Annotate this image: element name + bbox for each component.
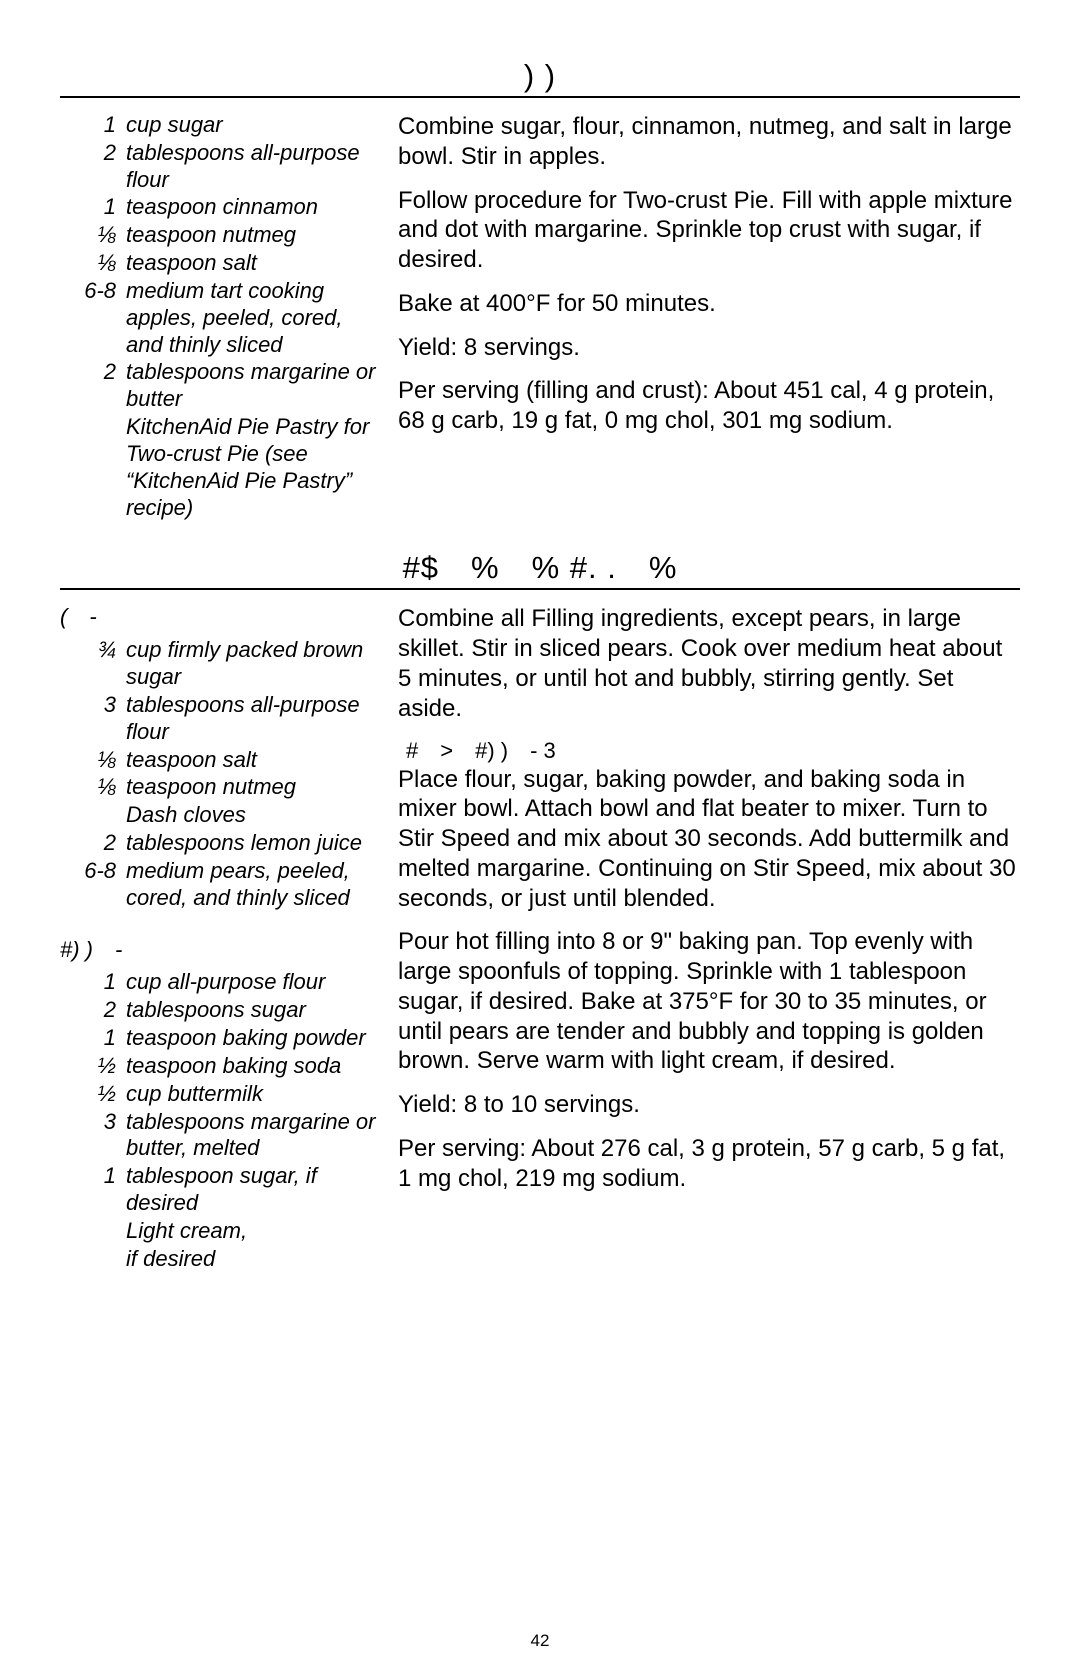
ingredient-row: 1teaspoon cinnamon (60, 194, 378, 222)
ingredient-row: 6-8medium tart cooking apples, peeled, c… (60, 278, 378, 359)
instruction-paragraph: Yield: 8 servings. (398, 333, 1020, 363)
ingredient-row: 1tablespoon sugar, if desired (60, 1163, 378, 1218)
ingredient-row: 1cup all-purpose flour (60, 969, 378, 997)
page: ) ) 1cup sugar 2tablespoons all-purpose … (0, 0, 1080, 1669)
recipe-2-instructions: Combine all Filling ingredients, except … (398, 604, 1020, 1207)
instruction-paragraph: Per serving (filling and crust): About 4… (398, 376, 1020, 436)
ingredient-row: Dash cloves (60, 802, 378, 830)
ingredient-row: 2tablespoons sugar (60, 997, 378, 1025)
ingredient-row: Light cream, (60, 1218, 378, 1246)
instruction-paragraph: Follow procedure for Two-crust Pie. Fill… (398, 186, 1020, 275)
ingredient-section-heading: #) ) - (60, 937, 378, 964)
instruction-paragraph: Bake at 400°F for 50 minutes. (398, 289, 1020, 319)
ingredient-row: KitchenAid Pie Pastry for Two-crust Pie … (60, 414, 378, 522)
ingredient-row: 6-8medium pears, peeled, cored, and thin… (60, 858, 378, 913)
ingredient-row: 3tablespoons margarine or butter, melted (60, 1109, 378, 1164)
ingredient-row: ½cup buttermilk (60, 1081, 378, 1109)
recipe-1: ) ) 1cup sugar 2tablespoons all-purpose … (60, 58, 1020, 522)
instruction-paragraph: Combine sugar, flour, cinnamon, nutmeg, … (398, 112, 1020, 172)
ingredient-row: ¾cup firmly packed brown sugar (60, 637, 378, 692)
instruction-paragraph: Yield: 8 to 10 servings. (398, 1090, 1020, 1120)
ingredient-table: ¾cup firmly packed brown sugar 3tablespo… (60, 637, 378, 912)
recipe-2-body: ( - ¾cup firmly packed brown sugar 3tabl… (60, 604, 1020, 1273)
instruction-paragraph: Combine all Filling ingredients, except … (398, 604, 1020, 723)
spacer (60, 913, 378, 937)
ingredient-row: ⅛teaspoon nutmeg (60, 774, 378, 802)
recipe-1-title: ) ) (60, 58, 1020, 98)
ingredient-row: 2tablespoons all-purpose flour (60, 140, 378, 195)
recipe-2: #$ % % #. . % ( - ¾cup firmly packed bro… (60, 550, 1020, 1273)
ingredient-row: ½teaspoon baking soda (60, 1053, 378, 1081)
ingredient-row: if desired (60, 1246, 378, 1274)
ingredient-table: 1cup sugar 2tablespoons all-purpose flou… (60, 112, 378, 522)
instruction-subheading: # > #) ) - 3 (406, 737, 1020, 764)
ingredient-section-heading: ( - (60, 604, 378, 631)
ingredient-row: ⅛teaspoon salt (60, 747, 378, 775)
ingredient-row: 2tablespoons margarine or butter (60, 359, 378, 414)
ingredient-row: ⅛teaspoon salt (60, 250, 378, 278)
ingredient-row: ⅛teaspoon nutmeg (60, 222, 378, 250)
recipe-1-instructions: Combine sugar, flour, cinnamon, nutmeg, … (398, 112, 1020, 450)
ingredient-row: 1teaspoon baking powder (60, 1025, 378, 1053)
ingredient-row: 3tablespoons all-purpose flour (60, 692, 378, 747)
recipe-1-body: 1cup sugar 2tablespoons all-purpose flou… (60, 112, 1020, 522)
instruction-paragraph: Pour hot filling into 8 or 9" baking pan… (398, 927, 1020, 1076)
ingredient-row: 2tablespoons lemon juice (60, 830, 378, 858)
ingredient-table: 1cup all-purpose flour 2tablespoons suga… (60, 969, 378, 1273)
recipe-1-ingredients: 1cup sugar 2tablespoons all-purpose flou… (60, 112, 378, 522)
recipe-2-title: #$ % % #. . % (60, 550, 1020, 590)
page-number: 42 (0, 1631, 1080, 1651)
ingredient-row: 1cup sugar (60, 112, 378, 140)
instruction-paragraph: Place flour, sugar, baking powder, and b… (398, 765, 1020, 914)
instruction-paragraph: Per serving: About 276 cal, 3 g protein,… (398, 1134, 1020, 1194)
recipe-2-ingredients: ( - ¾cup firmly packed brown sugar 3tabl… (60, 604, 378, 1273)
